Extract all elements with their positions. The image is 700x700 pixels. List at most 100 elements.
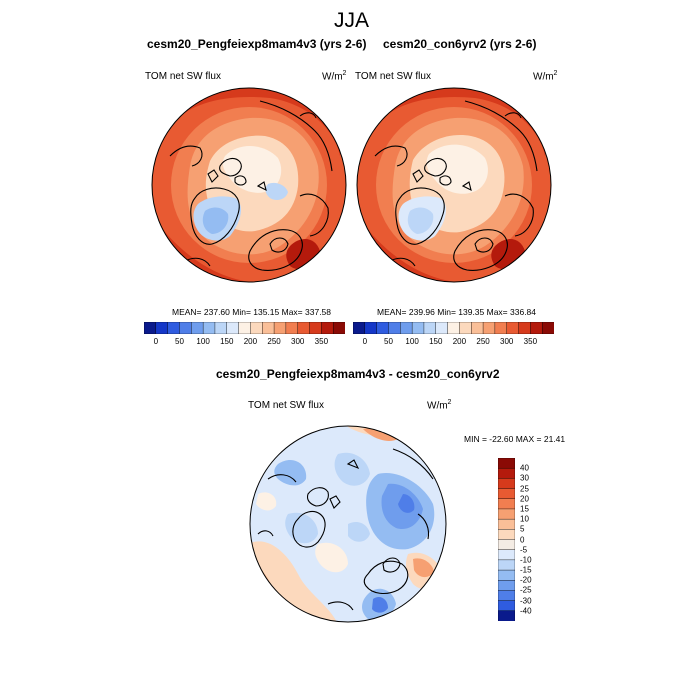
colorbar-tick-label: -20 [520, 575, 532, 585]
colorbar-tick-label: 0 [153, 337, 159, 346]
colorbar-tick-label: -10 [520, 555, 532, 565]
colorbar-tick-label: 250 [476, 337, 490, 346]
map-fill-band [426, 144, 488, 194]
colorbar-swatch [518, 322, 531, 334]
colorbar-swatch [285, 322, 299, 334]
colorbar-swatch [498, 498, 515, 510]
colorbar-swatch [498, 467, 515, 479]
panel-2-colorbar [353, 322, 554, 334]
colorbar-swatch [238, 322, 251, 334]
colorbar-swatch [191, 322, 204, 334]
colorbar-swatch [506, 322, 520, 334]
panel-2-title: cesm20_con6yrv2 (yrs 2-6) [383, 37, 537, 51]
colorbar-swatch [498, 478, 515, 490]
panel-1-stats: MEAN= 237.60 Min= 135.15 Max= 337.58 [172, 307, 332, 317]
colorbar-swatch [364, 322, 378, 334]
greenland-fill [407, 207, 434, 234]
colorbar-swatch [498, 610, 515, 621]
diff-colorbar-labels: 40 30 25 20 15 10 5 0 -5 -10 -15 -20 -25 -30 -40 [520, 458, 560, 621]
map-fill-band [265, 182, 288, 200]
panel-1-colorbar [144, 322, 345, 334]
map-fill-patch [315, 542, 348, 573]
panel-1-units: W/m2 [322, 70, 347, 83]
colorbar-swatch [144, 322, 157, 334]
colorbar-swatch [226, 322, 240, 334]
colorbar-swatch [541, 322, 554, 334]
colorbar-swatch [498, 559, 515, 571]
colorbar-swatch [498, 458, 515, 469]
colorbar-tick-label: -25 [520, 585, 532, 595]
colorbar-tick-label: 5 [520, 524, 525, 534]
colorbar-swatch [498, 518, 515, 530]
colorbar-tick-label: 150 [429, 337, 443, 346]
colorbar-swatch [498, 590, 515, 602]
colorbar-swatch [411, 322, 425, 334]
diff-panel-units: W/m2 [427, 399, 452, 412]
colorbar-tick-label: 15 [520, 504, 529, 514]
map-fill-band [357, 88, 551, 156]
colorbar-swatch [167, 322, 180, 334]
colorbar-swatch [435, 322, 449, 334]
greenland-fill [202, 207, 229, 234]
colorbar-tick-label: 250 [267, 337, 281, 346]
colorbar-tick-label: 300 [291, 337, 305, 346]
colorbar-swatch [309, 322, 322, 334]
colorbar-tick-label: 0 [362, 337, 368, 346]
colorbar-swatch [498, 580, 515, 591]
panel-2-polar-map [356, 87, 552, 283]
map-border [151, 87, 347, 283]
colorbar-swatch [498, 488, 515, 500]
map-fill-band [222, 146, 282, 193]
map-border [356, 87, 552, 283]
map-fill-patch [372, 597, 388, 613]
colorbar-swatch [214, 322, 228, 334]
colorbar-tick-label: 350 [314, 337, 329, 346]
colorbar-swatch [262, 322, 275, 334]
panel-1-polar-map [151, 87, 347, 283]
colorbar-swatch [447, 322, 460, 334]
colorbar-swatch [471, 322, 484, 334]
colorbar-swatch [388, 322, 401, 334]
map-fill-patch [413, 558, 434, 578]
diff-colorbar [498, 458, 515, 621]
colorbar-swatch [498, 508, 515, 520]
colorbar-swatch [332, 322, 345, 334]
colorbar-swatch [297, 322, 311, 334]
colorbar-tick-label: 25 [520, 484, 529, 494]
diff-panel-title: cesm20_Pengfeiexp8mam4v3 - cesm20_con6yr… [216, 367, 500, 381]
map-fill-patch [334, 452, 370, 486]
colorbar-tick-label: 0 [520, 535, 525, 544]
diff-polar-map [249, 425, 447, 623]
colorbar-swatch [202, 322, 216, 334]
colorbar-swatch [530, 322, 543, 334]
colorbar-swatch [498, 549, 515, 561]
diff-panel-stats: MIN = -22.60 MAX = 21.41 [464, 434, 566, 444]
coastlines [257, 448, 434, 611]
colorbar-tick-label: 50 [384, 337, 393, 346]
colorbar-swatch [321, 322, 334, 334]
panel-1-colorbar-labels: 0 50 100 150 200 250 300 350 [144, 337, 345, 349]
colorbar-swatch [498, 539, 515, 551]
colorbar-tick-label: -15 [520, 565, 532, 575]
panel-1-variable: TOM net SW flux [145, 71, 221, 82]
colorbar-swatch [353, 322, 366, 334]
page-title: JJA [334, 9, 370, 32]
colorbar-tick-label: 10 [520, 514, 529, 524]
colorbar-tick-label: 40 [520, 463, 529, 473]
colorbar-tick-label: -40 [520, 606, 532, 616]
panel-1-title: cesm20_Pengfeiexp8mam4v3 (yrs 2-6) [147, 37, 367, 51]
map-fill-patch [274, 459, 307, 486]
colorbar-tick-label: 20 [520, 494, 529, 504]
colorbar-swatch [423, 322, 437, 334]
panel-2-stats: MEAN= 239.96 Min= 139.35 Max= 336.84 [377, 307, 537, 317]
map-fill-patch [256, 492, 277, 511]
colorbar-swatch [498, 529, 515, 540]
map-fill-patch [348, 522, 370, 542]
colorbar-swatch [482, 322, 496, 334]
map-fill-band [152, 88, 346, 156]
colorbar-swatch [273, 322, 287, 334]
colorbar-tick-label: 350 [523, 337, 538, 346]
colorbar-swatch [155, 322, 169, 334]
colorbar-tick-label: 200 [243, 337, 258, 346]
colorbar-tick-label: 30 [520, 473, 529, 483]
